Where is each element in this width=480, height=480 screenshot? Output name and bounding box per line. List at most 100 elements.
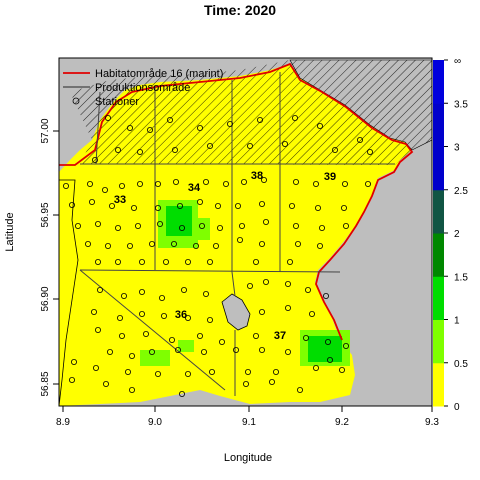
station-marker (162, 258, 169, 265)
station-marker (202, 178, 209, 185)
station-marker (128, 386, 135, 393)
area-label-34: 34 (188, 182, 201, 194)
y-tick-label: 57.00 (40, 118, 51, 143)
station-marker (292, 178, 299, 185)
station-marker (198, 222, 205, 229)
area-label-36: 36 (175, 309, 187, 321)
legend-production-label: Produktionsområde (95, 82, 190, 94)
colorbar-segment (433, 362, 444, 407)
station-marker (340, 204, 347, 211)
station-marker (168, 336, 175, 343)
map-panel: 33 34 38 39 36 37 (59, 58, 432, 406)
station-marker (294, 240, 301, 247)
station-marker (87, 180, 94, 187)
area-label-39: 39 (324, 171, 336, 183)
station-marker (338, 366, 345, 373)
colorbar-label: 1.5 (454, 272, 468, 283)
station-marker (252, 332, 259, 339)
station-marker (91, 308, 98, 315)
station-marker (171, 146, 178, 153)
station-marker (119, 182, 126, 189)
station-marker (234, 202, 241, 209)
station-marker (127, 242, 134, 249)
station-marker (256, 117, 263, 124)
station-marker (174, 346, 181, 353)
legend-habitat-label: Habitatområde 16 (marint) (95, 68, 223, 80)
sea-west (59, 180, 78, 406)
station-marker (115, 224, 122, 231)
area-label-38: 38 (251, 170, 263, 182)
station-marker (160, 312, 167, 319)
station-marker (364, 180, 371, 187)
station-marker (176, 202, 183, 209)
station-marker (178, 390, 185, 397)
station-marker (258, 346, 265, 353)
station-marker (258, 308, 265, 315)
station-marker (107, 348, 114, 355)
station-marker (326, 356, 333, 363)
station-marker (284, 304, 291, 311)
station-marker (206, 316, 213, 323)
station-marker (117, 314, 124, 321)
x-tick-label: 9.0 (148, 417, 162, 428)
station-marker (172, 178, 179, 185)
station-marker (156, 220, 163, 227)
station-marker (127, 125, 134, 132)
legend: Habitatområde 16 (marint) Produktionsomr… (63, 68, 223, 108)
station-marker (196, 332, 203, 339)
area-label-37: 37 (274, 330, 286, 342)
station-marker (196, 125, 203, 132)
station-marker (240, 178, 247, 185)
colorbar-segment (433, 276, 444, 320)
coastline (59, 179, 79, 406)
station-marker (69, 376, 76, 383)
stations (63, 115, 373, 397)
station-marker (288, 202, 295, 209)
station-marker (97, 286, 104, 293)
station-marker (71, 358, 78, 365)
station-marker (95, 220, 102, 227)
station-marker (246, 282, 253, 289)
station-marker (232, 346, 239, 353)
station-marker (268, 378, 275, 385)
station-marker (95, 258, 102, 265)
colorbar-segment (433, 146, 444, 191)
station-marker (318, 224, 325, 231)
station-marker (312, 364, 319, 371)
station-marker (146, 127, 153, 134)
colorbar-label: 3 (454, 143, 460, 154)
y-tick-label: 56.90 (40, 286, 51, 311)
station-marker (196, 198, 203, 205)
station-marker (304, 286, 311, 293)
station-marker (258, 240, 265, 247)
station-marker (103, 380, 110, 387)
station-marker (238, 222, 245, 229)
station-marker (302, 334, 309, 341)
station-marker (316, 242, 323, 249)
station-marker (85, 240, 92, 247)
colorbar-label: 2 (454, 229, 460, 240)
colorbar-label: 1 (454, 316, 460, 327)
station-marker (184, 314, 191, 321)
station-marker (75, 222, 82, 229)
colorbar-label: 0.5 (454, 359, 468, 370)
station-marker (105, 242, 112, 249)
station-marker (342, 222, 349, 229)
station-marker (115, 146, 122, 153)
y-tick-label: 56.95 (40, 202, 51, 227)
station-marker (312, 180, 319, 187)
station-marker (142, 330, 149, 337)
station-marker (216, 224, 223, 231)
station-marker (138, 258, 145, 265)
station-marker (166, 117, 173, 124)
station-marker (184, 258, 191, 265)
station-marker (158, 294, 165, 301)
x-axis-label: Longitude (224, 452, 272, 464)
station-marker (121, 292, 128, 299)
station-marker (92, 156, 99, 163)
station-marker (69, 201, 76, 208)
station-marker (128, 352, 135, 359)
station-marker (154, 204, 161, 211)
station-marker (316, 123, 323, 130)
